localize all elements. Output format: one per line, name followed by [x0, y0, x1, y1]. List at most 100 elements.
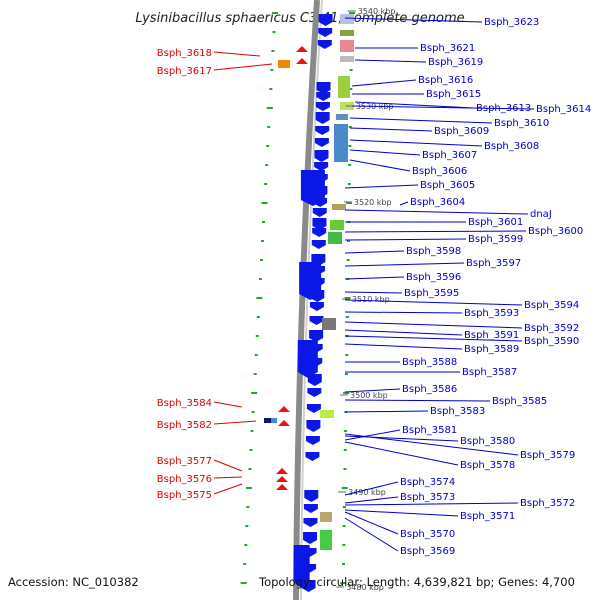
reverse-gene-leader [213, 476, 243, 479]
gene-arrow [318, 14, 333, 26]
gene-box [264, 418, 271, 423]
forward-gene-label-bsph-3614: Bsph_3614 [536, 104, 591, 115]
scale-dot [348, 164, 352, 166]
scale-dot [271, 50, 275, 52]
forward-gene-leader [344, 410, 429, 413]
forward-gene-leader [344, 17, 483, 23]
forward-gene-label-bsph-3590: Bsph_3590 [524, 336, 579, 347]
scale-dot [345, 316, 349, 318]
forward-gene-leader [349, 149, 421, 156]
forward-gene-label-bsph-3591: Bsph_3591 [464, 330, 519, 341]
forward-gene-leader [344, 311, 463, 314]
scale-dot [249, 449, 253, 451]
scale-dot [347, 183, 351, 185]
forward-gene-leader [344, 435, 459, 442]
scale-dot [267, 126, 271, 128]
forward-gene-leader [344, 276, 405, 280]
gene-arrow [305, 436, 320, 445]
forward-gene-label-bsph-3578: Bsph_3578 [460, 460, 515, 471]
gene-arrow [312, 218, 327, 230]
gene-arrow [314, 150, 329, 162]
forward-gene-leader [344, 184, 419, 189]
scale-dot [256, 316, 260, 318]
reverse-gene-arrow [276, 476, 288, 482]
forward-gene-leader [344, 511, 399, 535]
scale-dot [345, 354, 349, 356]
forward-gene-label-bsph-3596: Bsph_3596 [406, 272, 461, 283]
scale-dot [342, 506, 346, 508]
scale-dot [245, 487, 252, 489]
forward-gene-leader [354, 59, 427, 63]
scale-dot [262, 221, 266, 223]
reverse-gene-arrow [278, 406, 290, 412]
scale-dot [256, 297, 263, 299]
scale-dot [245, 525, 249, 527]
reverse-gene-leader [213, 63, 273, 71]
scale-dot [251, 411, 255, 413]
scale-dot [255, 335, 259, 337]
scale-dot [265, 164, 269, 166]
gene-arrow [307, 388, 322, 397]
forward-gene-label-bsph-3587: Bsph_3587 [462, 367, 517, 378]
scale-dot [343, 392, 350, 394]
forward-gene-leader [344, 299, 523, 306]
reverse-gene-label-bsph-3576: Bsph_3576 [157, 474, 212, 485]
scale-dot [343, 468, 347, 470]
scale-dot [342, 525, 346, 527]
scale-dot [269, 88, 273, 90]
gene-box [340, 30, 354, 36]
gene-box [328, 232, 342, 244]
forward-gene-leader [344, 335, 523, 342]
scale-dot [349, 69, 353, 71]
gene-arrow [315, 102, 330, 111]
gene-box [320, 410, 334, 418]
forward-gene-leader [344, 496, 399, 504]
scale-dot [246, 506, 250, 508]
gene-block [293, 545, 310, 588]
forward-gene-label-bsph-3580: Bsph_3580 [460, 436, 515, 447]
forward-gene-label-bsph-3583: Bsph_3583 [430, 406, 485, 417]
gene-box [334, 124, 348, 162]
forward-gene-label-bsph-3586: Bsph_3586 [402, 384, 457, 395]
gene-arrow [309, 302, 324, 311]
gene-box [330, 220, 344, 230]
forward-gene-leader [351, 105, 535, 110]
gene-box [340, 14, 354, 24]
reverse-gene-arrow [276, 484, 288, 490]
reverse-gene-arrow [296, 46, 308, 52]
gene-box [278, 60, 290, 68]
reverse-gene-leader [213, 483, 243, 495]
scale-dot [341, 487, 348, 489]
forward-gene-label-bsph-3604: Bsph_3604 [410, 197, 465, 208]
gene-box [336, 114, 348, 120]
gene-arrow [316, 82, 331, 94]
kbp-label: 3510 kbp [352, 295, 390, 304]
forward-gene-label-bsph-3609: Bsph_3609 [434, 126, 489, 137]
scale-dot [346, 202, 353, 204]
scale-dot [349, 88, 353, 90]
forward-gene-label-bsph-3589: Bsph_3589 [464, 344, 519, 355]
forward-gene-label-bsph-3571: Bsph_3571 [460, 511, 515, 522]
forward-gene-label-bsph-3570: Bsph_3570 [400, 529, 455, 540]
forward-gene-label-bsph-3585: Bsph_3585 [492, 396, 547, 407]
scale-dot [266, 107, 273, 109]
gene-arrow [311, 240, 326, 249]
forward-gene-leader [344, 399, 491, 402]
forward-gene-labels: Bsph_3623 Bsph_3621 Bsph_3619 Bsph_3616 Bsph… [344, 17, 591, 557]
kbp-label: 3500 kbp [350, 391, 388, 400]
scale-dot [240, 582, 247, 584]
topology-text: Topology: circular; Length: 4,639,821 bp… [259, 575, 575, 589]
gene-arrow [306, 404, 321, 413]
forward-gene-label-bsph-3621: Bsph_3621 [420, 43, 475, 54]
scale-dot [349, 12, 355, 14]
gene-arrow [304, 490, 319, 502]
gene-box [320, 530, 332, 550]
forward-gene-leader [344, 343, 463, 350]
scale-dot [343, 449, 347, 451]
forward-gene-leader [344, 517, 399, 552]
kbp-label: 3520 kbp [354, 198, 392, 207]
scale-dot [341, 563, 345, 565]
map-title: Lysinibacillus sphaericus C3-41, complet… [135, 11, 464, 26]
forward-gene-leader [344, 441, 459, 466]
